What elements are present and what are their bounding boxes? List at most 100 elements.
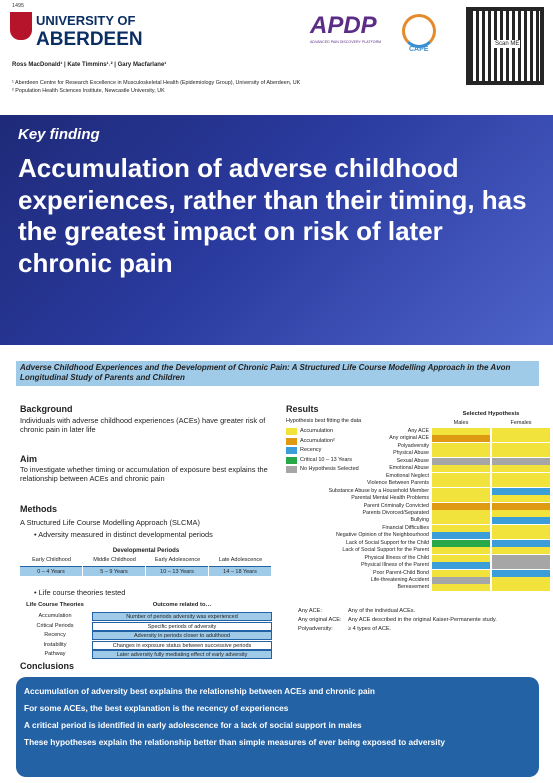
legend-label: Accumulation [300,428,334,434]
period-years: 14 – 18 Years [209,566,271,576]
heatmap-cell [492,584,550,592]
periods-title: Developmental Periods [112,548,180,554]
legend-label: Critical 10 – 13 Years [300,456,352,463]
theory-name: Instability [43,641,67,648]
row-label: Parental Mental Health Problems [351,495,429,502]
row-label: Financial Difficulties [382,524,429,531]
banner-kicker: Key finding [18,126,100,143]
heatmap-cell [432,487,490,495]
legend-swatch [286,437,297,445]
definition-term: Any ACE: [298,608,322,614]
row-label: Violence Between Parents [366,480,429,487]
affiliation: ¹ Aberdeen Centre for Research Excellenc… [12,80,301,86]
section-text: Individuals with adverse childhood exper… [20,416,266,435]
affiliation: ² Population Health Sciences Institute, … [12,88,165,94]
row-label: Life-threatening Accident [370,577,429,583]
authors: Ross MacDonald¹ | Kate Timmins¹˒² | Gary… [12,62,167,68]
qr-label: Scan ME [494,40,521,48]
row-label: Parents Divorced/Separated [362,509,429,516]
heatmap-cell [492,450,550,458]
period-name: Early Adolescence [154,557,201,563]
heatmap-cell [432,524,490,532]
column-header: Males [453,420,469,426]
definition-text: ≥ 4 types of ACE. [348,626,392,632]
periods-table: Early Childhood 0 – 4 Years Middle Childho… [20,557,272,579]
heatmap-cell [432,547,490,555]
heatmap-cell [492,577,550,584]
definition-term: Polyadversity: [298,626,333,632]
period-name: Early Childhood [32,557,71,563]
heatmap-cell [432,502,490,510]
heatmap-cell [432,428,490,435]
period-years: 10 – 13 Years [146,566,208,576]
heatmap-cell [432,472,490,480]
cape-logo: CAPE [409,46,429,53]
theory-outcome: Later adversity fully mediating effect o… [92,650,272,659]
heatmap-cell [492,465,550,473]
period-name: Late Adolescence [218,557,263,563]
theory-name: Critical Periods [36,622,74,629]
bullet-text: Adversity measured in distinct developme… [38,530,213,539]
row-label: Parent Criminally Convicted [363,502,429,509]
row-label: Physical Illness of the Parent [360,562,429,569]
theory-name: Pathway [44,651,66,657]
apdp-sub: ADVANCED PAIN DISCOVERY PLATFORM [310,40,382,44]
legend-swatch [286,428,297,435]
theories-header: Life Course Theories [26,602,84,608]
heatmap-cell [432,465,490,473]
section-heading: Conclusions [20,661,75,671]
row-label: Polyadversity [397,442,430,449]
heatmap-cell [492,457,550,465]
row-label: Lack of Social Support for the Child [345,539,429,546]
theory-name: Recency [44,632,66,638]
section-heading: Methods [20,504,57,514]
row-label: Negative Opinion of the Neighbourhood [335,532,429,539]
legend-swatch [286,447,297,454]
row-label: Sexual Abuse [396,457,429,464]
heatmap-cell [432,569,490,577]
legend-swatch [286,466,297,473]
heatmap-cell [432,442,490,450]
heatmap-cell [492,442,550,450]
heatmap-cell [432,562,490,570]
row-label: Bereavement [397,584,429,591]
conclusions-box: Accumulation of adversity best explains … [16,677,539,777]
conclusion-item: A critical period is identified in early… [24,720,362,730]
row-label: Any ACE [407,428,429,434]
apdp-logo: APDP [310,12,377,39]
heatmap-cell [492,480,550,488]
heatmap-cell [432,517,490,525]
heatmap-cell [432,480,490,488]
heatmap-cell [492,517,550,525]
cape-icon [402,14,436,48]
row-label: Poor Parent-Child Bond [373,569,429,576]
theory-name: Accumulation [38,613,72,619]
row-label: Emotional Abuse [389,465,429,472]
definition-term: Any original ACE: [298,617,342,623]
heatmap-cell [492,539,550,547]
theory-outcome: Specific periods of adversity [92,621,272,631]
heatmap-cell [432,457,490,465]
section-heading: Background [20,404,73,414]
heatmap-cell [492,547,550,555]
legend-swatch [286,456,297,464]
section-text: To investigate whether timing or accumul… [20,465,268,484]
conclusion-item: Accumulation of adversity best explains … [24,686,376,696]
period-years: 0 – 4 Years [20,566,82,576]
heatmap-cell [492,554,550,562]
banner-title: Accumulation of adverse childhood experi… [18,153,527,279]
heatmap-cell [492,569,550,577]
bullet: • Adversity measured in distinct develop… [34,530,213,539]
row-label: Physical Illness of the Child [364,554,429,561]
theory-outcome: Changes in exposure status between succe… [92,640,272,650]
section-text: A Structured Life Course Modelling Appro… [20,518,200,527]
heatmap-cell [492,472,550,480]
heatmap-cell [432,532,490,540]
heatmap-cell [492,524,550,532]
heatmap-cell [492,435,550,443]
heatmap-cell [492,509,550,517]
heatmap-cell [432,584,490,592]
selected-title: Selected Hypothesis [462,411,520,417]
definition-text: Any of the individual ACEs. [348,608,416,614]
conclusion-item: These hypotheses explain the relationshi… [24,737,445,747]
